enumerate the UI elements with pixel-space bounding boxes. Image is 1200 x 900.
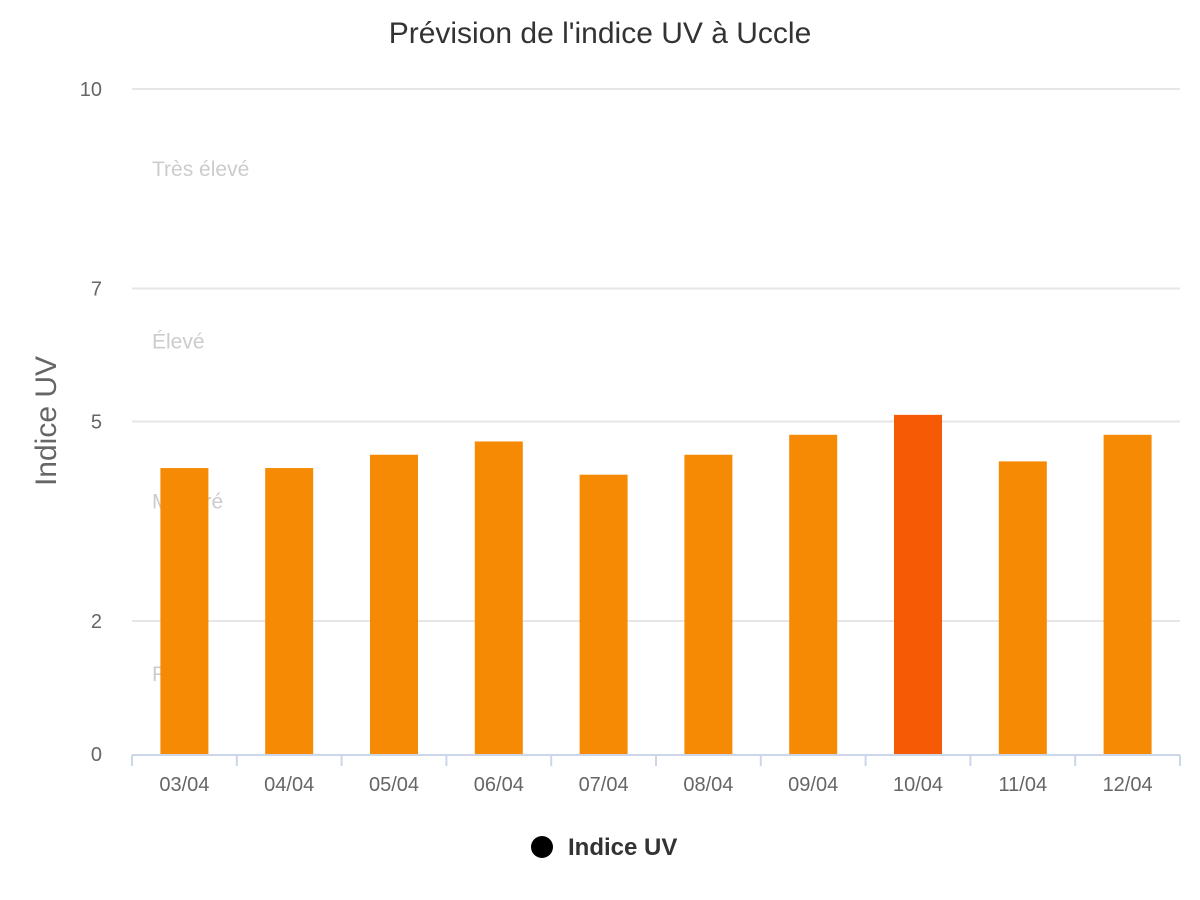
bar[interactable]	[998, 461, 1047, 754]
y-axis-title: Indice UV	[30, 356, 63, 486]
bar[interactable]	[684, 454, 733, 754]
legend[interactable]: Indice UV	[531, 834, 677, 861]
bar[interactable]	[579, 474, 628, 754]
legend-label[interactable]: Indice UV	[568, 834, 677, 861]
x-tick-label: 04/04	[264, 774, 314, 796]
x-tick-label: 07/04	[579, 774, 629, 796]
y-tick-label: 2	[91, 611, 102, 633]
x-tick-label: 03/04	[159, 774, 209, 796]
x-tick-label: 11/04	[999, 774, 1048, 796]
band-label: Très élevé	[152, 158, 249, 181]
x-tick-label: 06/04	[474, 774, 524, 796]
legend-marker[interactable]	[531, 836, 553, 858]
x-tick-label: 05/04	[369, 774, 419, 796]
bar[interactable]	[789, 434, 838, 754]
x-axis: 03/04 04/04 05/04 06/04 07/04 08/04 09/04 10/04…	[131, 754, 1181, 796]
y-tick-label: 5	[91, 412, 102, 434]
x-tick-label: 09/04	[788, 774, 838, 796]
x-tick-label: 12/04	[1103, 774, 1153, 796]
bar-layer	[160, 414, 1152, 754]
bar[interactable]	[1103, 434, 1152, 754]
y-tick-label: 7	[91, 279, 102, 301]
bar[interactable]	[370, 454, 418, 754]
y-tick-label: 10	[80, 79, 102, 101]
band-label: Élevé	[152, 331, 205, 354]
bar[interactable]	[474, 441, 523, 754]
x-tick-label: 10/04	[893, 774, 943, 796]
y-tick-label: 0	[91, 744, 102, 766]
bar[interactable]	[894, 414, 942, 754]
chart-title: Prévision de l'indice UV à Uccle	[389, 17, 812, 50]
bar[interactable]	[160, 468, 209, 754]
bar[interactable]	[265, 468, 314, 754]
x-tick-label: 08/04	[683, 774, 733, 796]
